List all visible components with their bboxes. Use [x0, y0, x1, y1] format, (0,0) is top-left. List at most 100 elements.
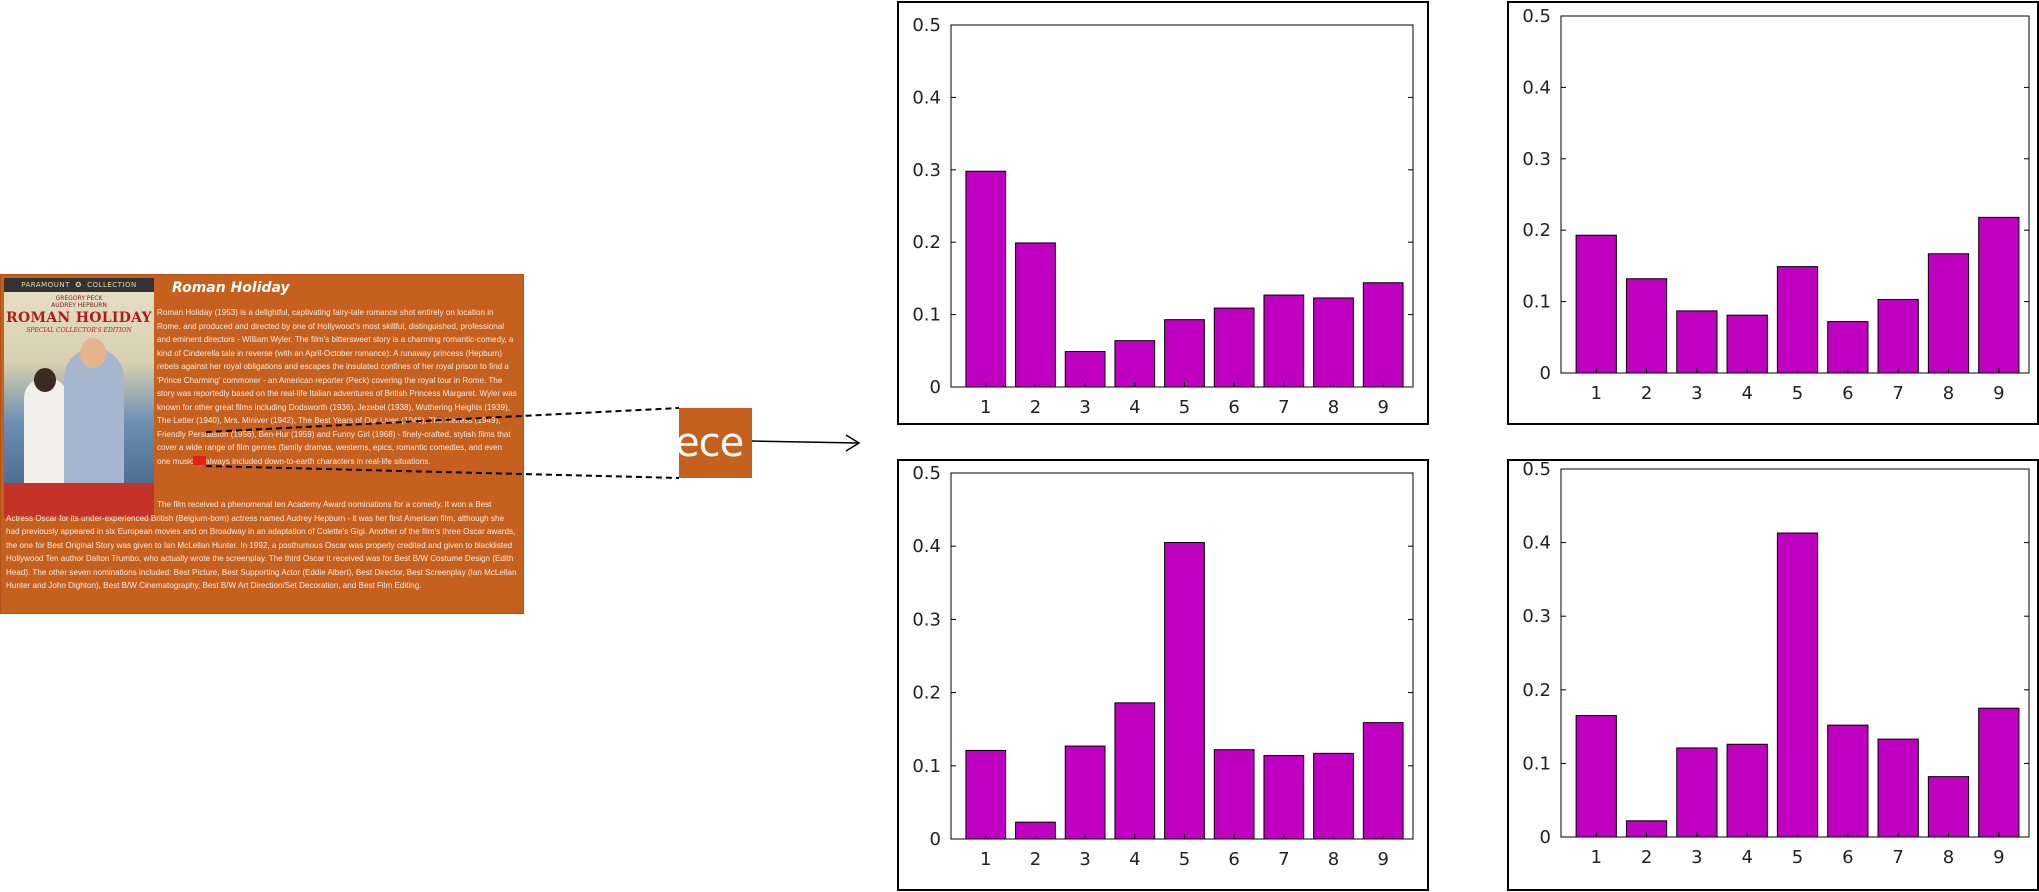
poster-figure-man-head	[80, 338, 106, 368]
highlight-marker	[193, 456, 206, 465]
x-tick-label: 2	[1030, 849, 1041, 870]
poster-figure-woman	[24, 378, 68, 488]
bar-5	[1776, 266, 1819, 374]
x-tick-label: 5	[1792, 847, 1803, 868]
bar-1	[965, 170, 1007, 388]
x-tick-label: 7	[1278, 397, 1289, 418]
bar-3	[1064, 351, 1106, 388]
x-tick-label: 7	[1892, 383, 1903, 404]
bar-9	[1362, 722, 1404, 840]
movie-title: Roman Holiday	[172, 280, 290, 296]
bar-8	[1927, 776, 1970, 838]
bar-4	[1726, 314, 1768, 374]
connector-arrow-line	[751, 440, 859, 444]
bar-9	[1362, 282, 1404, 388]
x-tick-label: 3	[1691, 847, 1702, 868]
y-tick-label: 0.1	[912, 305, 941, 326]
bar-chart-top-right: 0 0.1 0.2 0.3 0.4 0.5 1 2 3 4 5 6 7 8 9	[1522, 6, 2030, 404]
y-tick-label: 0.3	[1522, 606, 1551, 627]
bar-5	[1164, 319, 1205, 388]
y-tick-label: 0	[1540, 363, 1551, 384]
bar-7	[1877, 738, 1919, 838]
y-tick-label: 0.4	[1522, 533, 1551, 554]
x-tick-label: 9	[1993, 847, 2004, 868]
x-tick-label: 1	[1590, 847, 1601, 868]
x-tick-label: 3	[1691, 383, 1702, 404]
poster-actor-2: AUDREY HEPBURN	[51, 302, 107, 309]
bar-4	[1726, 743, 1768, 838]
chart-panel-bottom-left: 0 0.1 0.2 0.3 0.4 0.5 1 2 3 4 5 6 7 8 9	[897, 459, 1429, 891]
movie-description-top: Roman Holiday (1953) is a delightful, ca…	[157, 306, 517, 468]
bar-8	[1313, 752, 1354, 840]
y-tick-label: 0.5	[1522, 6, 1551, 27]
chart-panel-top-left: 0 0.1 0.2 0.3 0.4 0.5 1 2 3 4 5 6 7 8 9	[897, 1, 1429, 425]
bar-7	[1877, 298, 1919, 374]
bar-3	[1676, 310, 1718, 374]
x-tick-label: 4	[1129, 397, 1140, 418]
poster-figure-woman-head	[34, 368, 56, 392]
x-tick-label: 6	[1228, 397, 1239, 418]
y-tick-label: 0.2	[912, 232, 941, 253]
poster-figure-man	[64, 348, 124, 498]
x-tick-label: 2	[1030, 397, 1041, 418]
poster-brand: PARAMOUNT ✪ COLLECTION	[4, 278, 154, 292]
poster-edition: SPECIAL COLLECTOR'S EDITION	[26, 327, 132, 334]
x-tick-label: 5	[1179, 849, 1190, 870]
x-tick-label: 8	[1943, 847, 1954, 868]
y-tick-label: 0	[930, 377, 941, 398]
bar-2	[1015, 242, 1056, 388]
y-tick-label: 0.2	[912, 683, 941, 704]
x-tick-label: 4	[1741, 847, 1752, 868]
x-tick-label: 7	[1892, 847, 1903, 868]
x-tick-label: 4	[1741, 383, 1752, 404]
movie-description-bottom: The film received a phenomenal ten Acade…	[6, 498, 518, 593]
poster-scooter	[4, 483, 154, 518]
y-tick-label: 0.4	[912, 536, 941, 557]
x-tick-label: 4	[1129, 849, 1140, 870]
y-tick-label: 0.4	[912, 87, 941, 108]
x-tick-label: 8	[1328, 849, 1339, 870]
connector-arrowhead	[845, 434, 861, 452]
x-tick-label: 8	[1328, 397, 1339, 418]
y-tick-label: 0	[1540, 827, 1551, 848]
x-tick-label: 2	[1641, 847, 1652, 868]
bar-chart-top-left: 0 0.1 0.2 0.3 0.4 0.5 1 2 3 4 5 6 7 8 9	[912, 15, 1414, 418]
x-tick-label: 3	[1079, 849, 1090, 870]
y-tick-label: 0.3	[1522, 149, 1551, 170]
bar-1	[965, 749, 1007, 840]
x-tick-label: 5	[1179, 397, 1190, 418]
y-tick-label: 0.5	[912, 463, 941, 484]
x-tick-label: 2	[1641, 383, 1652, 404]
bar-3	[1676, 747, 1718, 838]
bar-1	[1575, 234, 1617, 374]
y-tick-label: 0.3	[912, 160, 941, 181]
chart-panel-top-right: 0 0.1 0.2 0.3 0.4 0.5 1 2 3 4 5 6 7 8 9	[1507, 1, 2039, 425]
y-tick-label: 0	[930, 829, 941, 850]
description-paragraph-1: Roman Holiday (1953) is a delightful, ca…	[157, 308, 517, 466]
bar-6	[1827, 321, 1869, 374]
zoom-crop: ece	[679, 408, 752, 478]
poster-actors: GREGORY PECK AUDREY HEPBURN	[4, 295, 154, 309]
x-tick-label: 1	[1590, 383, 1601, 404]
bar-1	[1575, 715, 1617, 838]
bar-9	[1978, 707, 2020, 838]
y-tick-label: 0.2	[1522, 220, 1551, 241]
bar-4	[1114, 702, 1156, 840]
x-tick-label: 3	[1079, 397, 1090, 418]
bar-6	[1213, 749, 1255, 840]
x-tick-label: 8	[1943, 383, 1954, 404]
poster-brand-left: PARAMOUNT	[21, 281, 70, 289]
x-tick-label: 6	[1842, 847, 1853, 868]
movie-info-card: PARAMOUNT ✪ COLLECTION GREGORY PECK AUDR…	[0, 274, 524, 614]
x-tick-label: 5	[1792, 383, 1803, 404]
zoom-crop-text: ece	[679, 420, 744, 466]
bar-chart-bottom-left: 0 0.1 0.2 0.3 0.4 0.5 1 2 3 4 5 6 7 8 9	[912, 463, 1414, 870]
movie-poster: PARAMOUNT ✪ COLLECTION GREGORY PECK AUDR…	[4, 278, 154, 518]
bar-6	[1827, 724, 1869, 838]
bar-4	[1114, 340, 1156, 388]
bar-7	[1263, 755, 1305, 840]
bar-3	[1064, 745, 1106, 840]
y-tick-label: 0.4	[1522, 77, 1551, 98]
bar-9	[1978, 216, 2020, 374]
bar-8	[1313, 297, 1354, 388]
